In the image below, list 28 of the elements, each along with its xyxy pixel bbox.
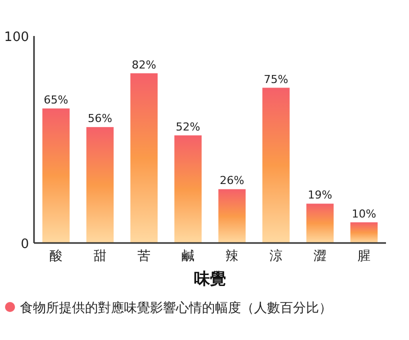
bar [306, 204, 334, 243]
data-label: 19% [308, 188, 332, 202]
data-label: 75% [264, 72, 288, 86]
data-label: 65% [44, 93, 68, 106]
x-tick-label: 涼 [270, 249, 282, 264]
x-tick-label: 鹹 [182, 249, 194, 264]
x-tick-label: 辣 [226, 249, 238, 264]
y-tick-label: 100 [4, 30, 29, 45]
x-tick-label: 苦 [138, 249, 150, 264]
y-tick-label: 0 [20, 237, 29, 252]
bar [42, 108, 70, 243]
bar [174, 135, 202, 243]
x-tick-label: 酸 [50, 249, 62, 264]
data-label: 26% [220, 174, 244, 188]
data-label: 10% [352, 207, 376, 220]
legend-label: 食物所提供的對應味覺影響心情的幅度（人數百分比） [20, 300, 332, 316]
data-label: 52% [176, 120, 200, 134]
bar [262, 88, 290, 243]
bar [86, 127, 114, 243]
x-axis-title: 味覺 [194, 269, 226, 288]
data-label: 82% [132, 58, 156, 72]
data-label: 56% [88, 112, 112, 126]
bar [130, 73, 158, 243]
bar [218, 189, 246, 243]
bar [350, 222, 378, 243]
x-tick-label: 澀 [314, 249, 326, 264]
x-tick-label: 腥 [358, 249, 370, 264]
x-tick-label: 甜 [94, 249, 106, 264]
